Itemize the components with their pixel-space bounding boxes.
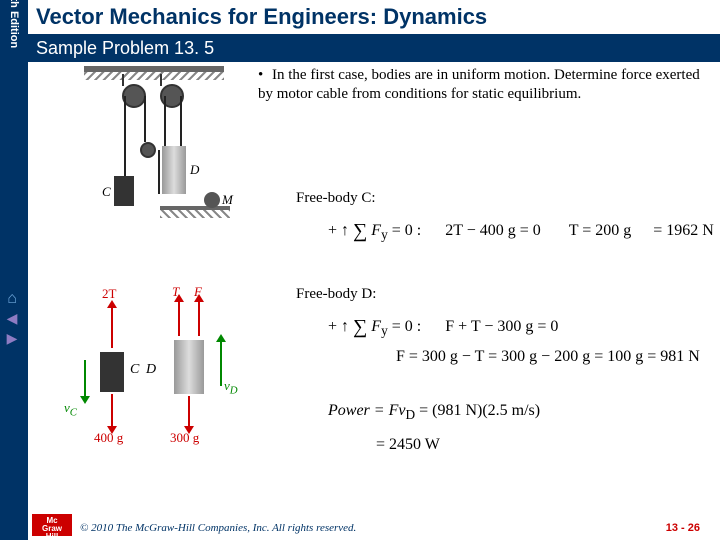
fig1-label-c: C (102, 184, 111, 200)
fig1-label-d: D (190, 162, 199, 178)
equation-power1: Power = FvD = (981 N)(2.5 m/s) (328, 402, 540, 423)
equation-c: + ↑ ∑ Fy = 0 : 2T − 400 g = 0 T = 200 g … (328, 220, 714, 243)
fig2-weight-d: 300 g (170, 430, 199, 446)
book-title: Vector Mechanics for Engineers: Dynamics (28, 0, 720, 34)
fig2-weight-c: 400 g (94, 430, 123, 446)
next-icon[interactable]: ▶ (2, 330, 22, 348)
home-icon[interactable]: ⌂ (2, 290, 22, 308)
bullet-text: •In the first case, bodies are in unifor… (258, 66, 700, 104)
edition-text: Ninth Edition (8, 0, 20, 48)
edition-sidebar: Ninth Edition (0, 0, 28, 540)
problem-title: Sample Problem 13. 5 (28, 34, 720, 62)
fig2-label-c: C (130, 362, 139, 378)
slide-footer: McGrawHill © 2010 The McGraw-Hill Compan… (28, 516, 720, 540)
equation-power2: = 2450 W (376, 436, 440, 454)
slide-content: C D M 2T vC 400 g C T F D vD 300 g •In t… (28, 62, 720, 516)
freebody-d-label: Free-body D: (296, 286, 376, 303)
equation-d2: F = 300 g − T = 300 g − 200 g = 100 g = … (396, 348, 700, 366)
nav-icon-group: ⌂ ◀ ▶ (2, 290, 22, 350)
pulley-figure: C D M (74, 66, 234, 236)
copyright-text: © 2010 The McGraw-Hill Companies, Inc. A… (80, 522, 356, 534)
fig2-vd: vD (224, 378, 238, 397)
fig2-label-d: D (146, 362, 156, 378)
fig2-force-t: T (172, 284, 179, 300)
fig2-force-f: F (194, 284, 202, 300)
freebody-figure: 2T vC 400 g C T F D vD 300 g (64, 282, 264, 452)
freebody-c-label: Free-body C: (296, 190, 376, 207)
fig1-label-m: M (222, 192, 233, 208)
fig2-force-2t: 2T (102, 286, 116, 302)
equation-d1: + ↑ ∑ Fy = 0 : F + T − 300 g = 0 (328, 316, 558, 339)
publisher-logo: McGrawHill (32, 514, 72, 536)
prev-icon[interactable]: ◀ (2, 310, 22, 328)
fig2-vc: vC (64, 400, 77, 419)
page-number: 13 - 26 (666, 522, 700, 534)
